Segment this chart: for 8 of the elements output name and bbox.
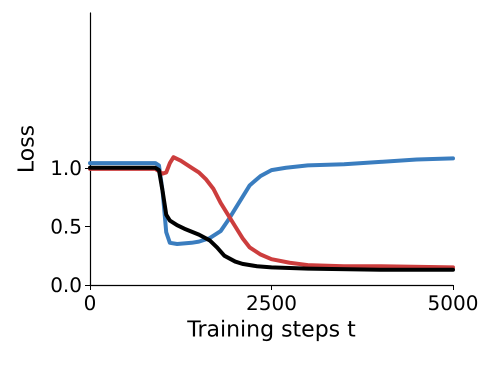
x-tick-label: 2500 — [246, 291, 297, 315]
y-tick-label: 0.5 — [50, 214, 82, 238]
y-axis-title: Loss — [14, 124, 40, 174]
y-tick-label: 1.0 — [50, 156, 82, 180]
x-tick-label: 5000 — [428, 291, 478, 315]
x-axis-title: Training steps t — [186, 318, 356, 342]
x-tick-label: 0 — [84, 291, 96, 315]
y-tick-label: 0.0 — [50, 273, 82, 297]
